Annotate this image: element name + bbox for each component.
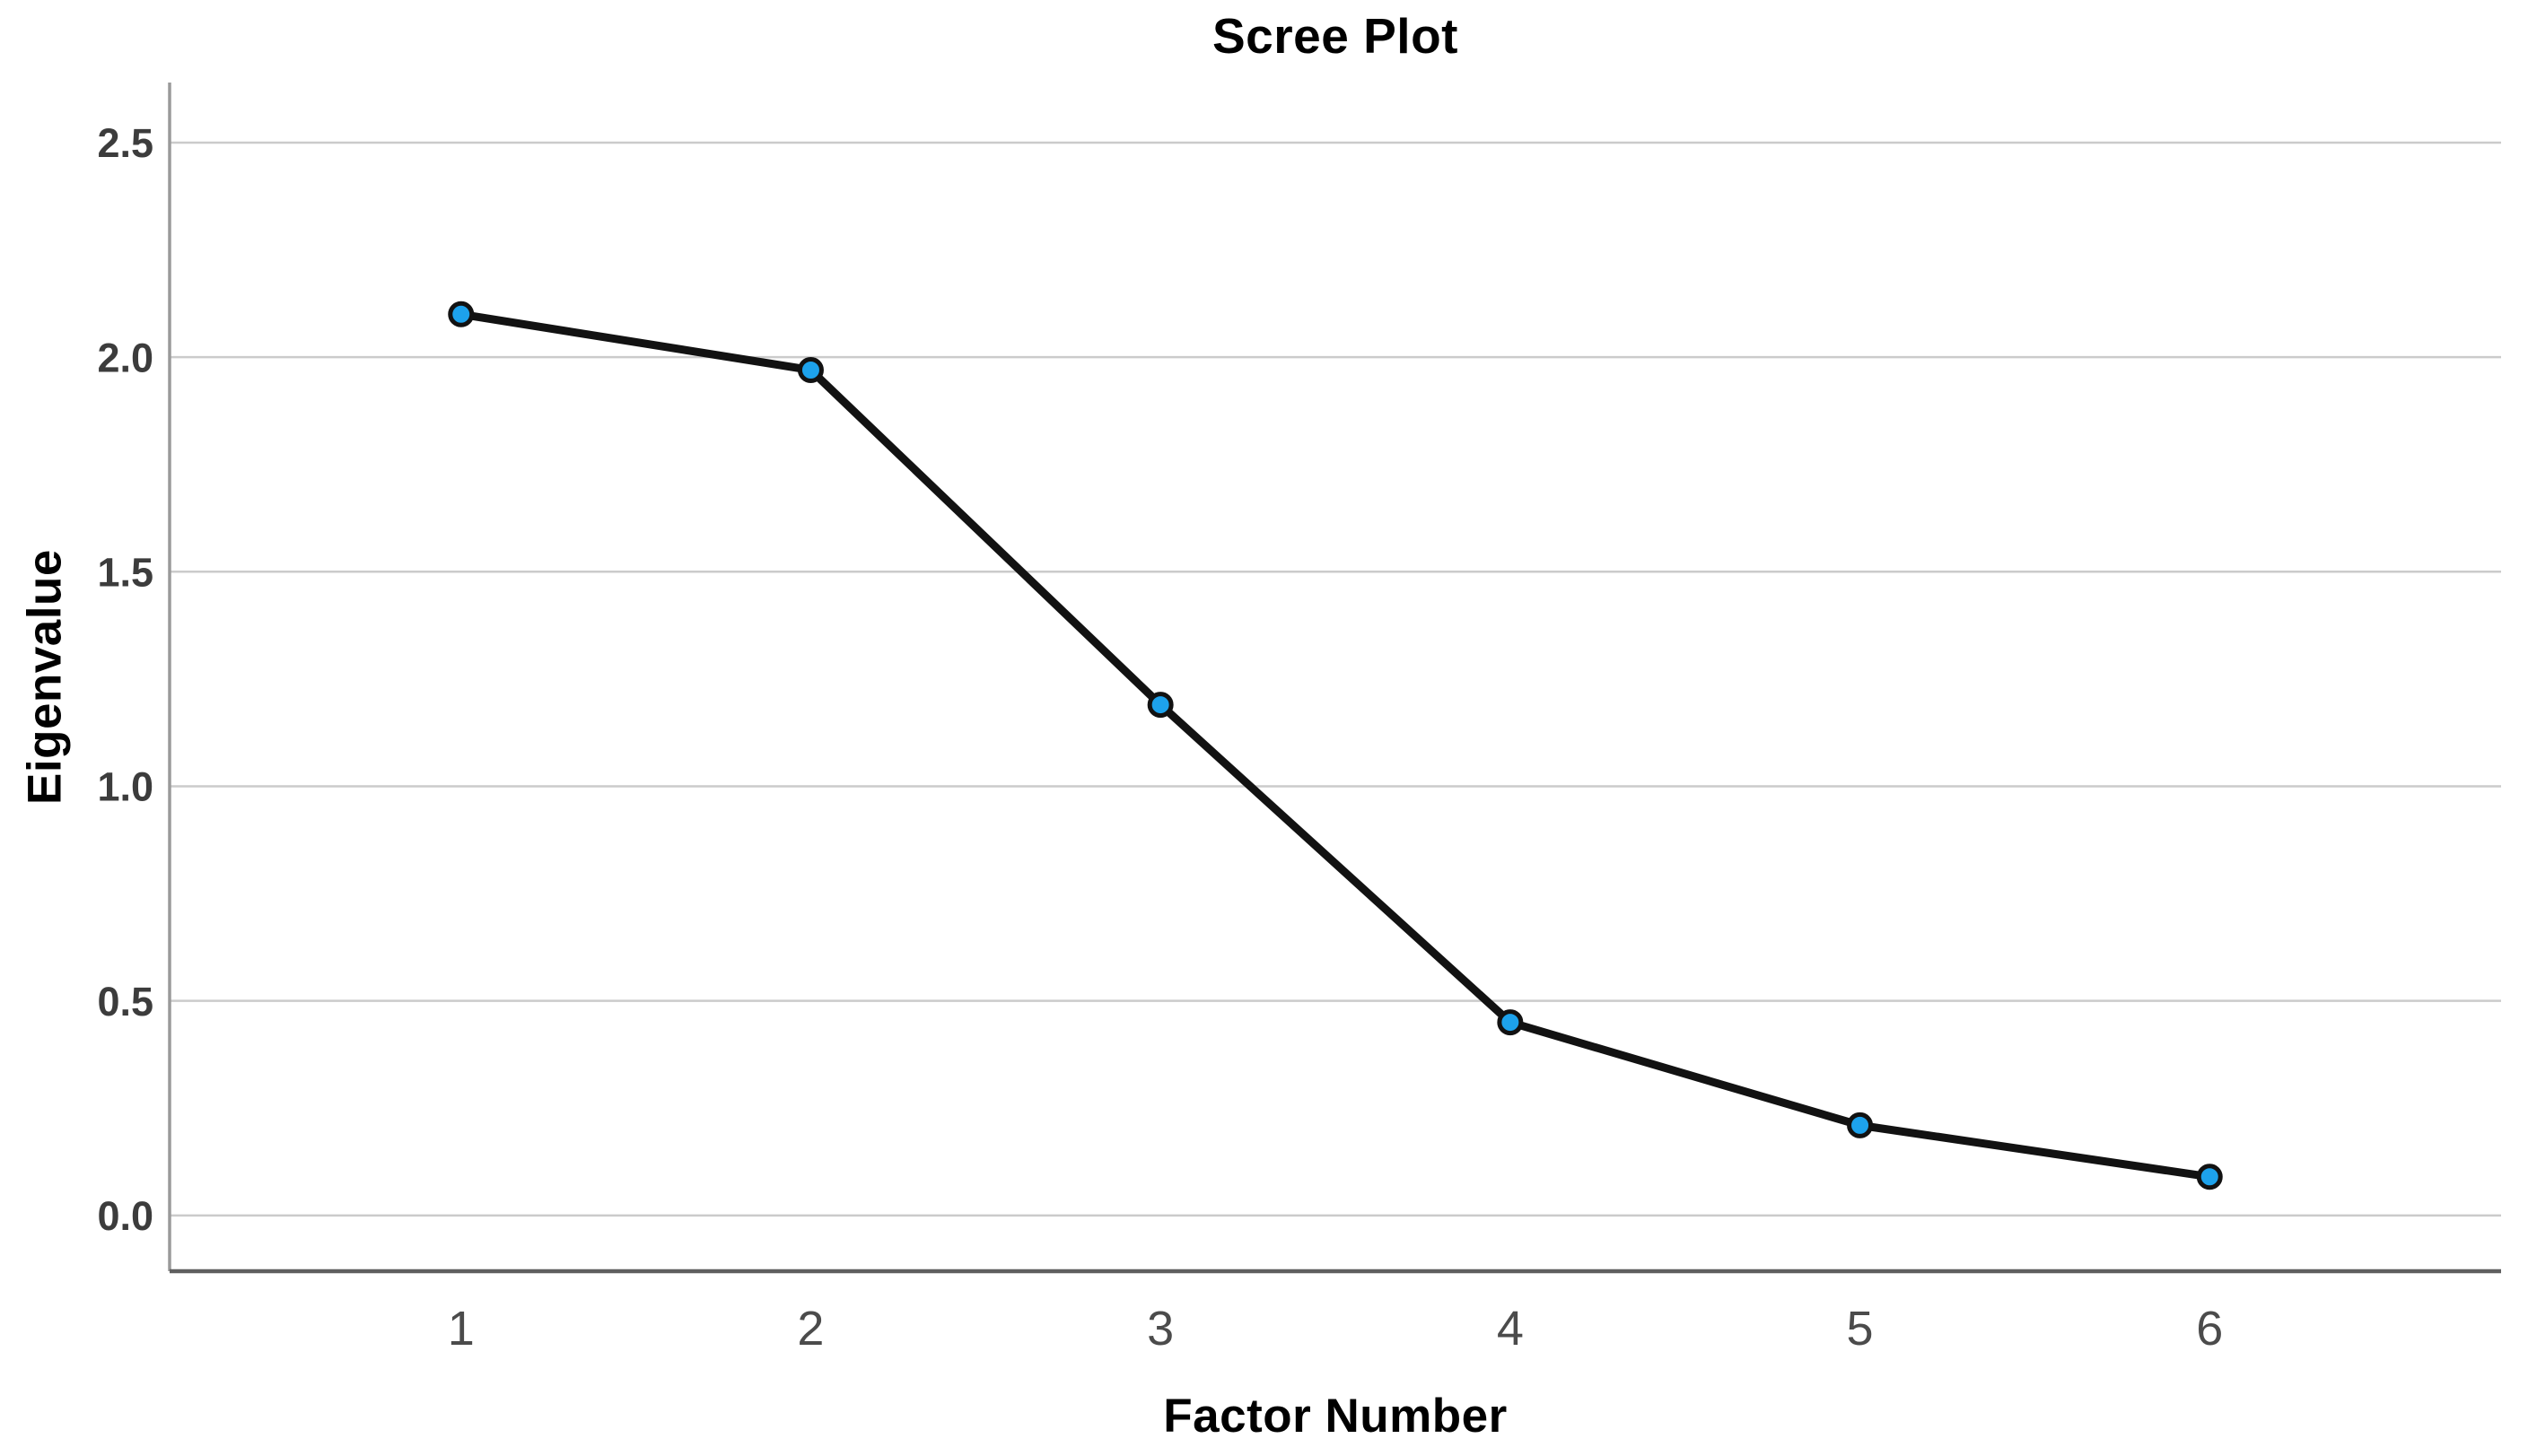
x-tick-label: 2 [797,1302,824,1356]
y-tick-label: 2.5 [97,120,153,166]
x-tick-label: 6 [2196,1302,2223,1356]
x-tick-label: 1 [448,1302,475,1356]
y-tick-label: 0.0 [97,1193,153,1239]
data-point [2196,1164,2223,1190]
data-point [448,301,475,327]
chart-title: Scree Plot [1212,8,1458,64]
data-point [1497,1009,1524,1036]
y-tick-label: 0.5 [97,979,153,1024]
eigenvalue-line [457,310,2214,1181]
y-tick-label: 1.0 [97,764,153,810]
y-tick-label: 2.0 [97,335,153,380]
x-tick-label: 3 [1147,1302,1174,1356]
x-axis-title: Factor Number [1163,1390,1508,1443]
data-point [1847,1112,1874,1138]
y-tick-label: 1.5 [97,550,153,596]
x-tick-label: 4 [1497,1302,1524,1356]
data-point [797,356,824,383]
x-tick-label: 5 [1847,1302,1874,1356]
data-point [1147,692,1174,719]
